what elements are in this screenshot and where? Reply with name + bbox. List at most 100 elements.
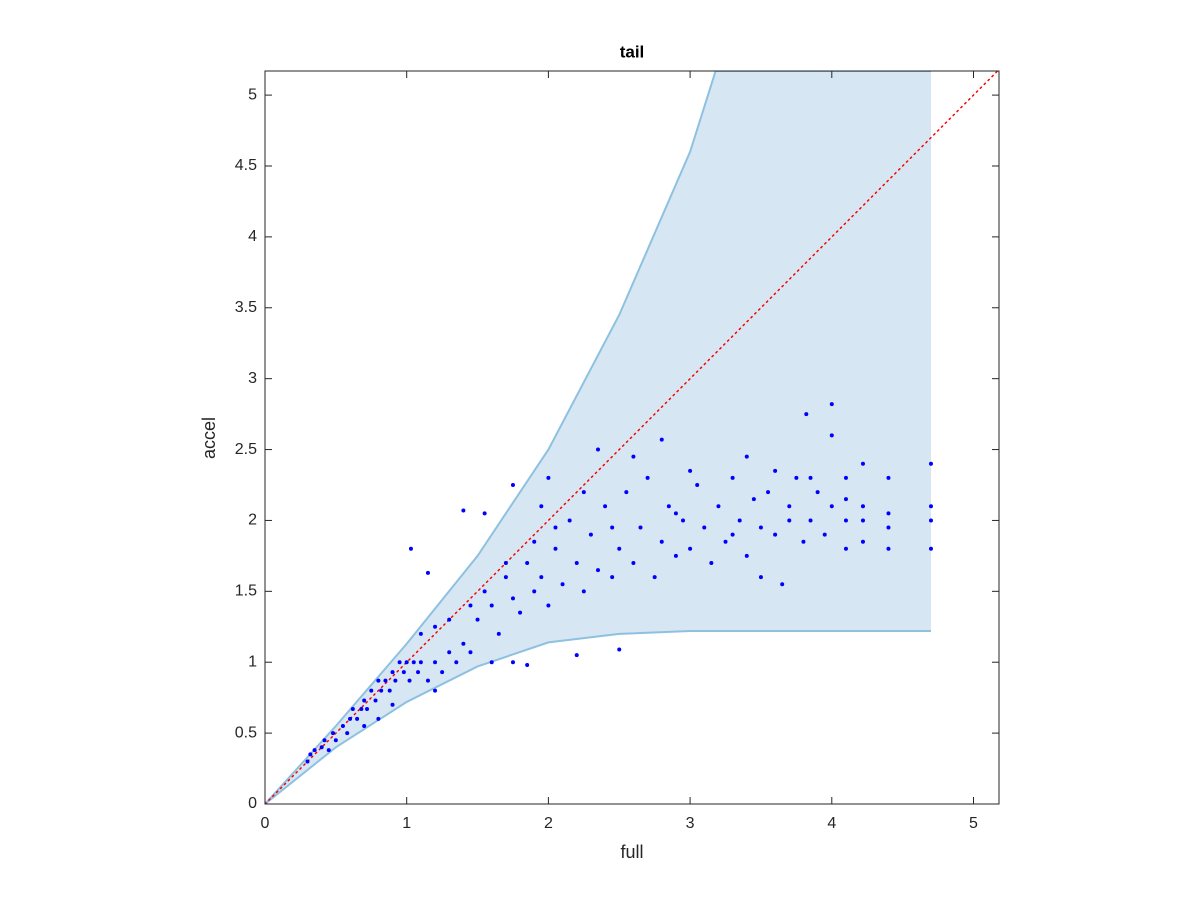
point — [843, 475, 848, 480]
point — [408, 546, 413, 551]
point — [574, 560, 579, 565]
point — [860, 461, 865, 466]
point — [695, 482, 700, 487]
point — [787, 518, 792, 523]
point — [416, 670, 421, 675]
point — [518, 610, 523, 615]
point — [886, 525, 891, 530]
point — [730, 532, 735, 537]
point — [716, 504, 721, 509]
point — [383, 678, 388, 683]
point — [773, 468, 778, 473]
point — [376, 678, 381, 683]
point — [404, 660, 409, 665]
point — [322, 738, 327, 743]
point — [829, 402, 834, 407]
point — [886, 546, 891, 551]
point — [581, 589, 586, 594]
x-axis-label: full — [620, 842, 643, 862]
point — [393, 678, 398, 683]
chart-title: tail — [620, 42, 645, 61]
point — [510, 660, 515, 665]
point — [829, 504, 834, 509]
point — [617, 546, 622, 551]
point — [387, 688, 392, 693]
point — [758, 575, 763, 580]
point — [525, 663, 530, 668]
y-axis-label: accel — [199, 417, 219, 459]
point — [808, 475, 813, 480]
point — [390, 702, 395, 707]
point — [673, 511, 678, 516]
point — [489, 603, 494, 608]
point — [447, 650, 452, 655]
point — [773, 532, 778, 537]
point — [610, 575, 615, 580]
point — [379, 688, 384, 693]
point — [709, 560, 714, 565]
point — [418, 631, 423, 636]
point — [624, 490, 629, 495]
point — [433, 688, 438, 693]
point — [702, 525, 707, 530]
point — [362, 698, 367, 703]
point — [737, 518, 742, 523]
point — [588, 532, 593, 537]
y-tick-label: 0.5 — [235, 724, 257, 741]
point — [631, 454, 636, 459]
point — [553, 525, 558, 530]
band-upper-edge — [265, 71, 931, 804]
point — [843, 546, 848, 551]
y-tick-label: 3 — [248, 370, 257, 387]
point — [312, 748, 317, 753]
point — [603, 504, 608, 509]
point — [369, 688, 374, 693]
point — [401, 670, 406, 675]
point — [688, 546, 693, 551]
point — [723, 539, 728, 544]
y-tick-label: 3.5 — [235, 299, 257, 316]
point — [780, 582, 785, 587]
band-lower-edge — [265, 630, 931, 804]
point — [539, 504, 544, 509]
point — [574, 653, 579, 658]
point — [390, 670, 395, 675]
point — [461, 641, 466, 646]
point — [345, 731, 350, 736]
point — [886, 475, 891, 480]
point — [510, 596, 515, 601]
point — [801, 539, 806, 544]
point — [461, 508, 466, 513]
y-tick-label: 2.5 — [235, 441, 257, 458]
point — [333, 738, 338, 743]
y-tick-label: 4.5 — [235, 157, 257, 174]
point — [447, 617, 452, 622]
point — [326, 748, 331, 753]
point — [766, 490, 771, 495]
point — [860, 518, 865, 523]
y-tick-label: 0 — [248, 795, 257, 812]
point — [681, 518, 686, 523]
point — [503, 575, 508, 580]
point — [503, 560, 508, 565]
point — [631, 560, 636, 565]
point — [365, 707, 370, 712]
y-tick-label: 1 — [248, 653, 257, 670]
point — [546, 603, 551, 608]
point — [433, 624, 438, 629]
point — [532, 539, 537, 544]
point — [808, 518, 813, 523]
point — [928, 518, 933, 523]
point — [510, 482, 515, 487]
point — [308, 752, 313, 757]
point — [433, 660, 438, 665]
point — [730, 475, 735, 480]
point — [482, 589, 487, 594]
point — [475, 617, 480, 622]
point — [348, 716, 353, 721]
point — [787, 504, 792, 509]
y-tick-label: 2 — [248, 512, 257, 529]
point — [758, 525, 763, 530]
point — [581, 490, 586, 495]
